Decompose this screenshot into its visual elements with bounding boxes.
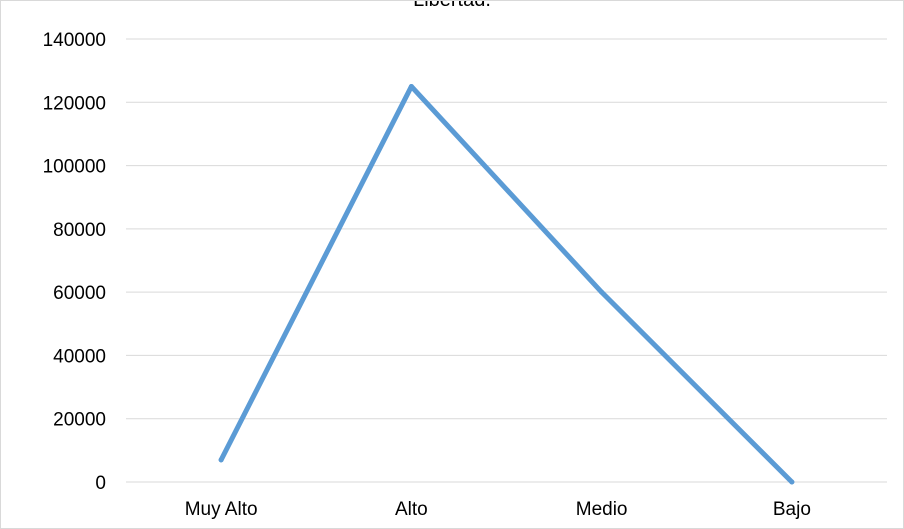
- y-tick-label: 20000: [53, 410, 106, 431]
- y-tick-label: 40000: [53, 346, 106, 367]
- x-tick-label: Muy Alto: [185, 499, 258, 520]
- y-tick-label: 80000: [53, 220, 106, 241]
- y-tick-label: 60000: [53, 283, 106, 304]
- y-tick-label: 140000: [43, 30, 106, 51]
- x-tick-label: Alto: [395, 499, 428, 520]
- y-tick-label: 100000: [43, 157, 106, 178]
- data-point: [789, 479, 795, 485]
- series-layer: [218, 83, 795, 485]
- x-tick-label: Medio: [576, 499, 628, 520]
- y-axis-ticks: 0 20000 40000 60000 80000 100000 120000 140000: [43, 30, 106, 494]
- data-point: [599, 289, 605, 295]
- y-tick-label: 120000: [43, 93, 106, 114]
- data-point: [408, 83, 414, 89]
- gridlines: [126, 38, 887, 483]
- y-tick-label: 0: [95, 473, 106, 494]
- series-line: [218, 83, 795, 485]
- x-axis-ticks: Muy Alto Alto Medio Bajo: [185, 499, 811, 520]
- x-tick-label: Bajo: [773, 499, 811, 520]
- chart-title: Libertad.: [413, 0, 491, 11]
- data-point: [218, 457, 224, 463]
